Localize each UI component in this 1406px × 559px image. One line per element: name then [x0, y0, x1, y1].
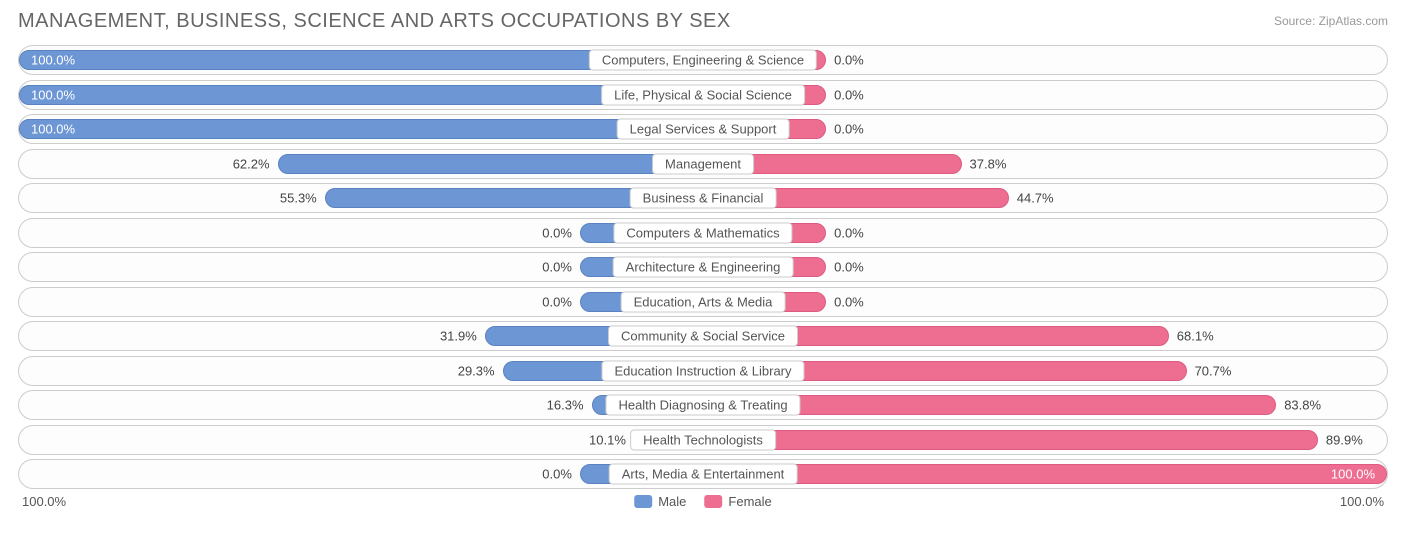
female-value-label: 83.8% [1284, 398, 1321, 413]
male-value-label: 100.0% [31, 53, 75, 68]
female-value-label: 0.0% [834, 260, 864, 275]
category-label: Health Diagnosing & Treating [605, 395, 800, 416]
female-value-label: 44.7% [1017, 191, 1054, 206]
category-label: Community & Social Service [608, 326, 798, 347]
legend-item-female: Female [704, 494, 771, 509]
male-value-label: 62.2% [233, 156, 270, 171]
female-bar [703, 430, 1318, 450]
legend-item-male: Male [634, 494, 686, 509]
female-value-label: 0.0% [834, 87, 864, 102]
category-label: Health Technologists [630, 429, 776, 450]
category-label: Arts, Media & Entertainment [609, 464, 798, 485]
bar-row: 29.3% 70.7% Education Instruction & Librar… [18, 356, 1388, 386]
legend-label-male: Male [658, 494, 686, 509]
category-label: Education, Arts & Media [621, 291, 786, 312]
legend-label-female: Female [728, 494, 771, 509]
chart-header: MANAGEMENT, BUSINESS, SCIENCE AND ARTS O… [18, 10, 1388, 33]
chart-area: 100.0% 0.0% Computers, Engineering & Scien… [18, 45, 1388, 489]
bar-row: 0.0% 0.0% Computers & Mathematics [18, 218, 1388, 248]
male-bar [19, 119, 703, 139]
female-value-label: 70.7% [1195, 363, 1232, 378]
bar-row: 31.9% 68.1% Community & Social Service [18, 321, 1388, 351]
male-value-label: 10.1% [589, 432, 626, 447]
female-value-label: 68.1% [1177, 329, 1214, 344]
category-label: Education Instruction & Library [601, 360, 804, 381]
bar-row: 16.3% 83.8% Health Diagnosing & Treating [18, 390, 1388, 420]
chart-source: Source: ZipAtlas.com [1274, 14, 1388, 28]
bar-row: 0.0% 0.0% Education, Arts & Media [18, 287, 1388, 317]
axis-right-label: 100.0% [1340, 494, 1384, 509]
bar-row: 100.0% 0.0% Computers, Engineering & Scien… [18, 45, 1388, 75]
male-value-label: 29.3% [458, 363, 495, 378]
legend: Male Female [634, 494, 772, 509]
male-value-label: 0.0% [542, 260, 572, 275]
male-value-label: 100.0% [31, 122, 75, 137]
category-label: Legal Services & Support [617, 119, 790, 140]
bar-row: 55.3% 44.7% Business & Financial [18, 183, 1388, 213]
category-label: Computers & Mathematics [613, 222, 792, 243]
female-value-label: 0.0% [834, 53, 864, 68]
bar-row: 10.1% 89.9% Health Technologists [18, 425, 1388, 455]
bar-row: 100.0% 0.0% Legal Services & Support [18, 114, 1388, 144]
bar-row: 0.0% 0.0% Architecture & Engineering [18, 252, 1388, 282]
female-value-label: 0.0% [834, 294, 864, 309]
legend-swatch-male [634, 495, 652, 508]
bar-row: 0.0% 100.0% Arts, Media & Entertainment [18, 459, 1388, 489]
category-label: Management [652, 153, 754, 174]
male-bar [278, 154, 703, 174]
category-label: Architecture & Engineering [613, 257, 794, 278]
male-value-label: 55.3% [280, 191, 317, 206]
female-value-label: 89.9% [1326, 432, 1363, 447]
female-value-label: 37.8% [970, 156, 1007, 171]
female-value-label: 100.0% [1331, 467, 1375, 482]
male-value-label: 100.0% [31, 87, 75, 102]
axis-row: 100.0% Male Female 100.0% [18, 494, 1388, 509]
male-value-label: 0.0% [542, 467, 572, 482]
male-value-label: 0.0% [542, 225, 572, 240]
category-label: Computers, Engineering & Science [589, 50, 817, 71]
female-value-label: 0.0% [834, 225, 864, 240]
female-bar [703, 464, 1387, 484]
bar-row: 100.0% 0.0% Life, Physical & Social Scienc… [18, 80, 1388, 110]
male-value-label: 0.0% [542, 294, 572, 309]
male-value-label: 16.3% [547, 398, 584, 413]
female-value-label: 0.0% [834, 122, 864, 137]
legend-swatch-female [704, 495, 722, 508]
axis-left-label: 100.0% [22, 494, 66, 509]
chart-title: MANAGEMENT, BUSINESS, SCIENCE AND ARTS O… [18, 10, 731, 33]
category-label: Business & Financial [630, 188, 777, 209]
category-label: Life, Physical & Social Science [601, 84, 805, 105]
male-value-label: 31.9% [440, 329, 477, 344]
bar-row: 62.2% 37.8% Management [18, 149, 1388, 179]
